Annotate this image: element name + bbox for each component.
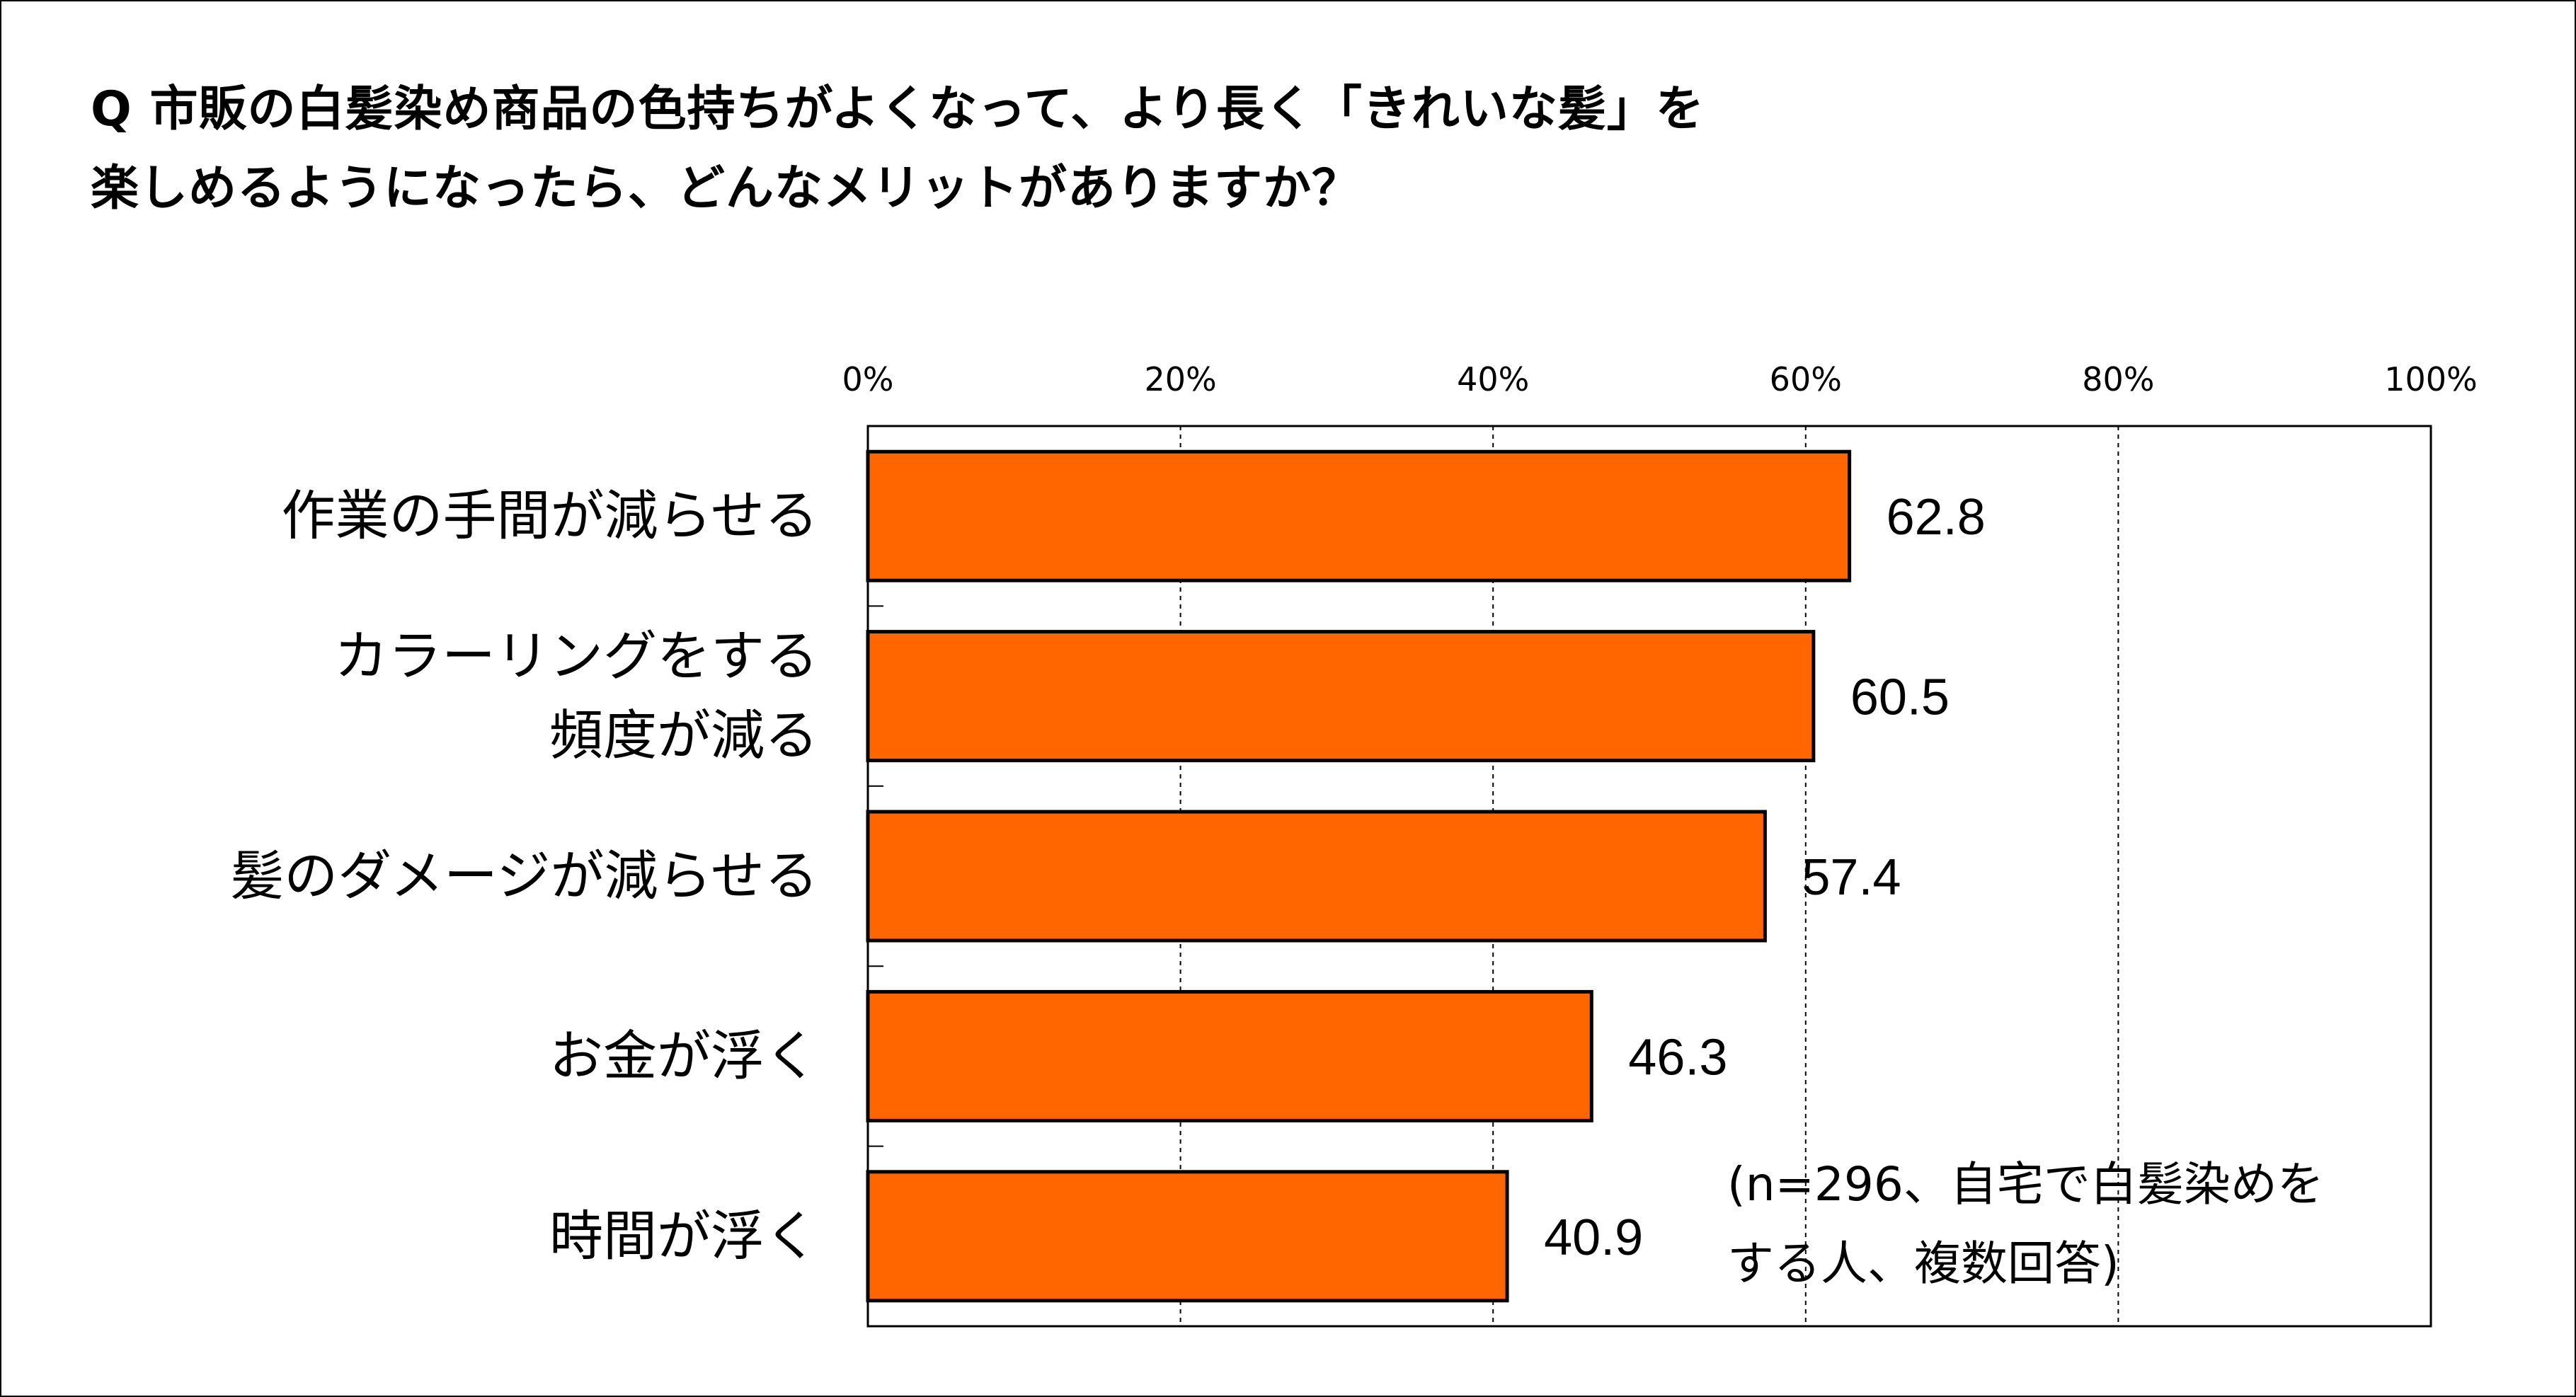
bar: [866, 810, 1767, 943]
data-label: 57.4: [1802, 849, 1901, 906]
category-label: 頻度が減る: [549, 704, 818, 767]
category-label: カラーリングをする: [334, 625, 818, 688]
x-tick-label: 80%: [2082, 360, 2154, 398]
data-label: 62.8: [1887, 489, 1986, 546]
x-tick-label: 0%: [842, 360, 894, 398]
x-tick-label: 20%: [1144, 360, 1216, 398]
bar: [866, 630, 1816, 763]
sample-note-line-2: する人、複数回答): [1727, 1236, 2119, 1291]
sample-note-line-1: (n=296、自宅で白髪染めを: [1727, 1157, 2324, 1212]
data-label: 46.3: [1628, 1029, 1727, 1086]
bar: [866, 449, 1852, 582]
data-label: 60.5: [1850, 669, 1950, 726]
x-tick-label: 100%: [2384, 360, 2478, 398]
category-label: 時間が浮く: [549, 1205, 818, 1267]
data-label: 40.9: [1544, 1209, 1643, 1266]
category-label: 髪のダメージが減らせる: [230, 844, 818, 907]
x-tick-label: 40%: [1457, 360, 1529, 398]
x-tick-label: 60%: [1770, 360, 1842, 398]
bar: [866, 1170, 1509, 1303]
category-label: お金が浮く: [549, 1024, 818, 1087]
category-label: 作業の手間が減らせる: [282, 484, 818, 547]
question-title-line-2: 楽しめるようになったら、どんなメリットがありますか？: [91, 161, 1361, 217]
bar: [866, 989, 1593, 1122]
question-title-line-1: Q 市販の白髪染め商品の色持ちがよくなって、より長く「きれいな髪」を: [91, 81, 1705, 137]
